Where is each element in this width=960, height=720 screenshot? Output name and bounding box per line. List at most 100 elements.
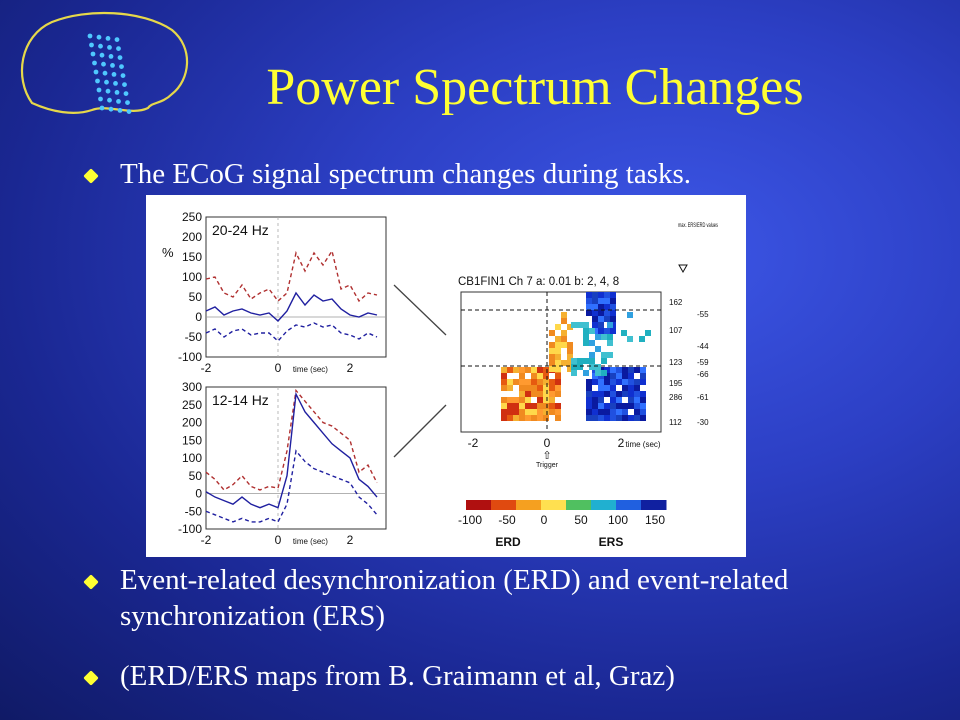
x-axis-label: time (sec) (293, 365, 328, 374)
heatmap-cell (598, 292, 604, 298)
heatmap-cell (531, 373, 537, 379)
bullet-diamond-icon (83, 168, 99, 184)
heatmap-cell (525, 391, 531, 397)
heatmap-cell (610, 316, 616, 322)
heatmap-cell (513, 367, 519, 373)
colorbar-label: ERS (599, 535, 624, 549)
electrode-dot (111, 72, 117, 77)
heatmap-cell (598, 409, 604, 415)
heatmap-cell (549, 391, 555, 397)
y-tick-label: 50 (189, 469, 203, 483)
heatmap-cell (555, 324, 561, 330)
heatmap-cell (531, 409, 537, 415)
heatmap-cell (519, 403, 525, 409)
heatmap-cell (592, 310, 598, 316)
heatmap-cell (555, 385, 561, 391)
heatmap-cell (577, 322, 583, 328)
heatmap-cell (616, 379, 622, 385)
heatmap-cell (531, 367, 537, 373)
heatmap-cell (598, 397, 604, 403)
heatmap-cell (555, 348, 561, 354)
max-erd-value: -44 (697, 342, 709, 351)
heatmap-cell (622, 415, 628, 421)
heatmap-cell (607, 322, 613, 328)
heatmap-cell (501, 403, 507, 409)
x-tick-label: 0 (275, 361, 282, 375)
heatmap-cell (628, 385, 634, 391)
heatmap-cell (525, 409, 531, 415)
heatmap-cell (628, 397, 634, 403)
heatmap-cell (610, 292, 616, 298)
electrode-dot (99, 105, 105, 111)
y-tick-label: 150 (182, 433, 202, 447)
heatmap-cell (634, 367, 640, 373)
electrode-dot (101, 61, 106, 67)
heatmap-cell (567, 366, 573, 372)
heatmap-cell (555, 391, 561, 397)
heatmap-cell (598, 385, 604, 391)
y-tick-label: 200 (182, 416, 202, 430)
heatmap-cell (592, 304, 598, 310)
heatmap-cell (525, 403, 531, 409)
heatmap-cell (586, 310, 592, 316)
heatmap-cell (531, 379, 537, 385)
heatmap-cell (610, 373, 616, 379)
colorbar-segment (641, 500, 667, 510)
heatmap-cell (640, 397, 646, 403)
y-tick-label: -50 (185, 330, 203, 344)
heatmap-cell (592, 409, 598, 415)
electrode-dot (117, 55, 123, 60)
y-tick-label: 0 (195, 487, 202, 501)
series-line (205, 449, 378, 523)
heatmap-cell (598, 379, 604, 385)
x-tick-label: 2 (347, 361, 354, 375)
heatmap-cell (507, 409, 513, 415)
heatmap-cell (610, 397, 616, 403)
y-axis-label: % (162, 245, 174, 260)
y-tick-label: 50 (189, 290, 203, 304)
heatmap-cell (628, 391, 634, 397)
colorbar-tick: 100 (608, 513, 628, 527)
erd-ers-figure: 250 200 150 100 50 0 -50 -100 -2 0 2 time (sec) 20-2… (146, 195, 746, 557)
electrode-dot (87, 33, 93, 39)
heatmap-cell (595, 346, 601, 352)
heatmap-cell (507, 415, 513, 421)
heatmap-cell (519, 397, 525, 403)
x-tick-label: 0 (544, 436, 551, 450)
heatmap-cell (628, 367, 634, 373)
heatmap-cell (513, 397, 519, 403)
heatmap-cell (640, 373, 646, 379)
electrode-dot (108, 54, 114, 59)
heatmap-cell (622, 409, 628, 415)
heatmap-cell (519, 379, 525, 385)
heatmap-cell (592, 298, 598, 304)
heatmap-cell (507, 367, 513, 373)
heatmap-cell (583, 334, 589, 340)
electrode-dot (122, 82, 127, 87)
heatmap-cell (583, 358, 589, 364)
heatmap-cell (577, 358, 583, 364)
y-tick-label: 250 (182, 210, 202, 224)
series-line (205, 291, 378, 322)
x-tick-label: 2 (347, 533, 354, 547)
heatmap-cell (621, 330, 627, 336)
y-tick-label: 100 (182, 451, 202, 465)
heatmap-cell (555, 360, 561, 366)
max-erd-value: -59 (697, 358, 709, 367)
plot-frame (205, 386, 387, 530)
electrode-dot (114, 90, 120, 95)
electrode-dot (89, 42, 94, 48)
heatmap-cell (616, 403, 622, 409)
heatmap-cell (543, 373, 549, 379)
heatmap-cell (610, 391, 616, 397)
heatmap-cell (561, 312, 567, 318)
heatmap-cell (604, 310, 610, 316)
bullet-diamond-icon (83, 574, 99, 590)
heatmap-cell (525, 379, 531, 385)
heatmap-cell (604, 415, 610, 421)
heatmap-cell (549, 354, 555, 360)
heatmap-cell (561, 336, 567, 342)
electrode-dot (105, 36, 111, 41)
heatmap-cell (586, 397, 592, 403)
heatmap-cell (543, 403, 549, 409)
